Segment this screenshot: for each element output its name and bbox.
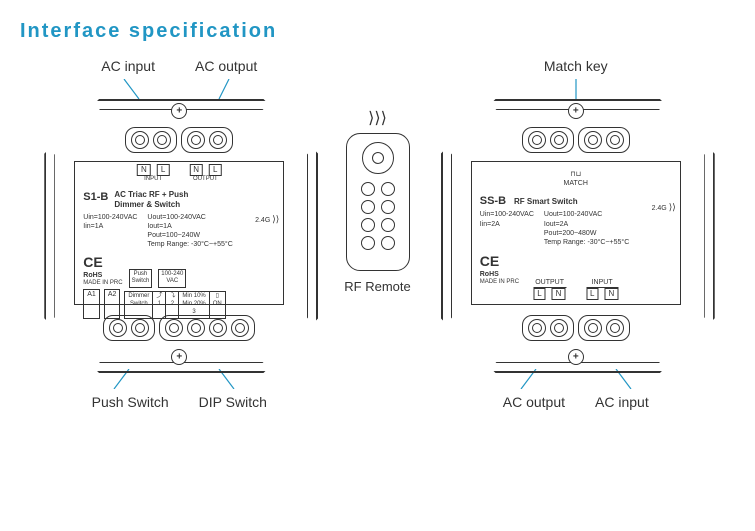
push-switch-box: Push Switch bbox=[129, 269, 153, 289]
bottom-labels: AC output AC input bbox=[503, 394, 649, 410]
model: SS-B bbox=[480, 194, 506, 208]
bottom-labels: Push Switch DIP Switch bbox=[92, 394, 267, 410]
screw-top bbox=[568, 103, 584, 119]
screw-bottom bbox=[568, 349, 584, 365]
label-ac-output: AC output bbox=[195, 58, 257, 74]
rf-remote: ⟩⟩⟩ RF Remote bbox=[344, 108, 410, 294]
terminals-top bbox=[125, 127, 233, 153]
model: S1-B bbox=[83, 190, 108, 204]
device-body: ⊓⊔MATCH SS-B RF Smart Switch Uin=100-240… bbox=[441, 99, 711, 369]
label-ac-output: AC output bbox=[503, 394, 565, 410]
terminals-bottom bbox=[103, 315, 255, 341]
match-indicator: ⊓⊔MATCH bbox=[480, 170, 672, 188]
signal-icon: ⟩⟩⟩ bbox=[368, 108, 387, 128]
top-arrows bbox=[44, 79, 314, 99]
terminals-top bbox=[522, 127, 630, 153]
page-title: Interface specification bbox=[20, 20, 735, 43]
top-labels: AC input AC output bbox=[101, 58, 257, 74]
wifi-icon: 2.4G ⟩⟩ bbox=[255, 214, 279, 226]
terminals-bottom bbox=[522, 315, 630, 341]
screw-bottom bbox=[171, 349, 187, 365]
ce-mark: CE bbox=[83, 253, 102, 271]
device-body: NLINPUT NLOUTPUT S1-B AC Triac RF + Push… bbox=[44, 99, 314, 369]
top-label: Match key bbox=[544, 58, 608, 74]
label-dip-switch: DIP Switch bbox=[199, 394, 267, 410]
remote-body bbox=[346, 133, 410, 271]
subtitle: AC Triac RF + Push Dimmer & Switch bbox=[114, 190, 188, 211]
remote-wheel bbox=[362, 142, 394, 174]
screw-top bbox=[171, 103, 187, 119]
label-match-key: Match key bbox=[544, 58, 608, 74]
label-plate: NLINPUT NLOUTPUT S1-B AC Triac RF + Push… bbox=[74, 161, 284, 305]
top-arrow bbox=[441, 79, 711, 99]
wifi-icon: 2.4G ⟩⟩ bbox=[652, 202, 676, 214]
label-ac-input: AC input bbox=[101, 58, 155, 74]
device-ssb: Match key ⊓⊔MATCH SS-B RF Smart Switch U… bbox=[441, 58, 711, 410]
ce-mark: CE bbox=[480, 252, 499, 270]
label-plate: ⊓⊔MATCH SS-B RF Smart Switch Uin=100-240… bbox=[471, 161, 681, 305]
label-push-switch: Push Switch bbox=[92, 394, 169, 410]
label-ac-input: AC input bbox=[595, 394, 649, 410]
device-s1b: AC input AC output NLINPUT NLOUTPUT S1-B… bbox=[44, 58, 314, 410]
dip-switch: Dimmer Switch ⤴1 ⤵2 Min 10%Min 20%3 ▯ON bbox=[124, 291, 225, 318]
subtitle: RF Smart Switch bbox=[514, 197, 578, 207]
diagram-container: AC input AC output NLINPUT NLOUTPUT S1-B… bbox=[20, 58, 735, 410]
remote-label: RF Remote bbox=[344, 279, 410, 294]
